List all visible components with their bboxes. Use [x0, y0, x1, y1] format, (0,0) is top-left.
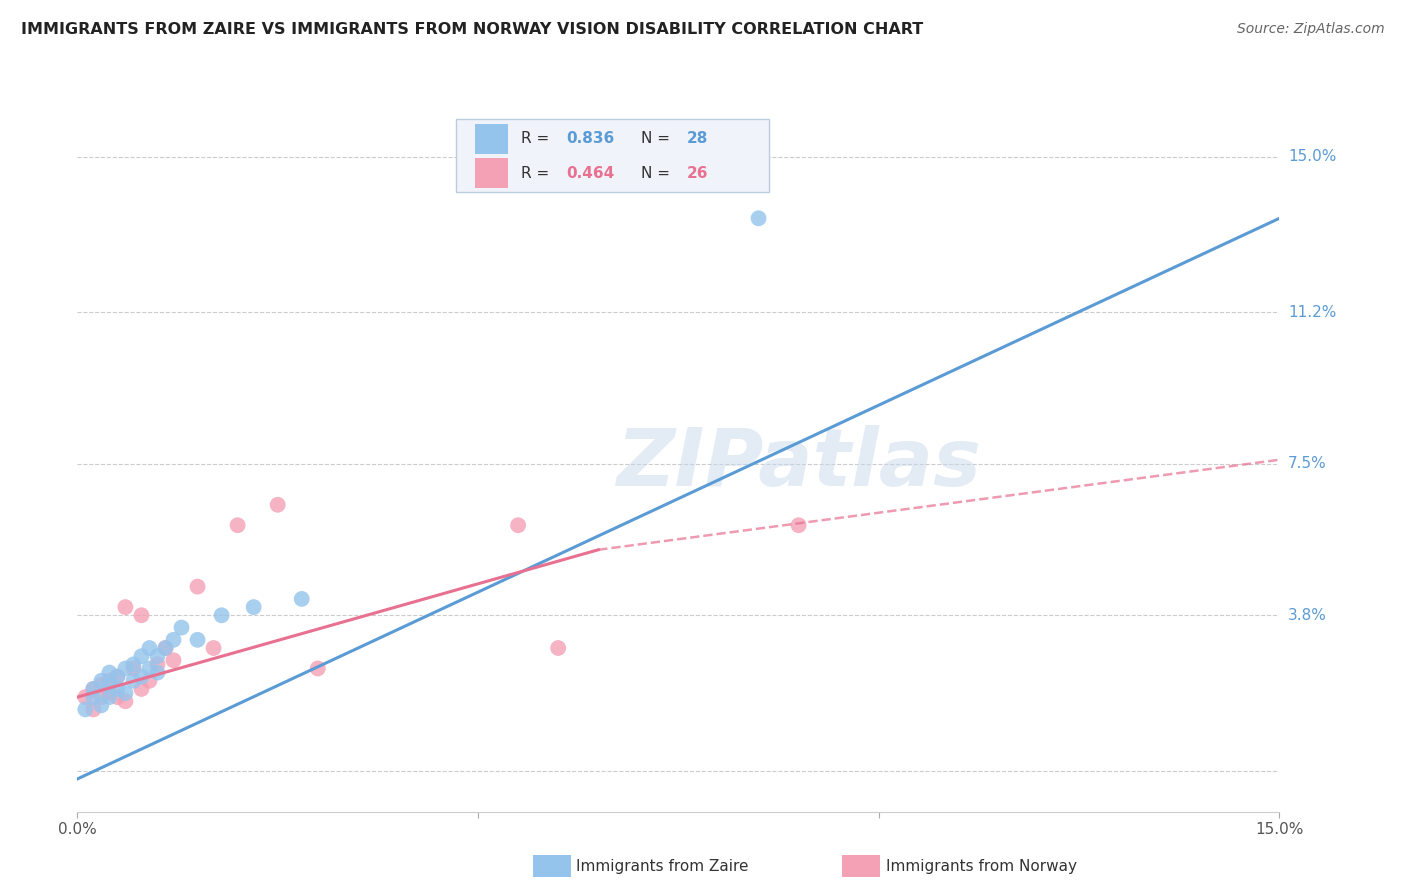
Point	[107, 670, 129, 684]
Point	[82, 690, 104, 705]
Point	[122, 657, 145, 672]
Text: ZIPatlas: ZIPatlas	[616, 425, 981, 503]
Point	[242, 600, 264, 615]
Point	[114, 686, 136, 700]
Point	[146, 665, 169, 680]
Point	[226, 518, 249, 533]
Text: N =: N =	[641, 131, 675, 146]
Point	[98, 665, 121, 680]
Point	[131, 681, 153, 696]
Text: 28: 28	[686, 131, 709, 146]
Text: Source: ZipAtlas.com: Source: ZipAtlas.com	[1237, 22, 1385, 37]
Point	[82, 702, 104, 716]
Point	[138, 640, 160, 655]
Point	[114, 661, 136, 675]
Text: 0.836: 0.836	[567, 131, 614, 146]
Point	[155, 640, 177, 655]
Text: 0.464: 0.464	[567, 166, 614, 180]
Point	[82, 681, 104, 696]
Point	[162, 653, 184, 667]
Point	[98, 690, 121, 705]
Point	[131, 670, 153, 684]
Text: 7.5%: 7.5%	[1288, 457, 1327, 471]
Point	[202, 640, 225, 655]
Point	[122, 661, 145, 675]
Point	[146, 649, 169, 664]
Point	[508, 518, 530, 533]
FancyBboxPatch shape	[456, 120, 769, 193]
Text: 3.8%: 3.8%	[1288, 607, 1327, 623]
Point	[170, 621, 193, 635]
Point	[98, 673, 121, 688]
Point	[211, 608, 233, 623]
Point	[98, 686, 121, 700]
Point	[787, 518, 810, 533]
Point	[748, 211, 770, 226]
Text: IMMIGRANTS FROM ZAIRE VS IMMIGRANTS FROM NORWAY VISION DISABILITY CORRELATION CH: IMMIGRANTS FROM ZAIRE VS IMMIGRANTS FROM…	[21, 22, 924, 37]
Point	[307, 661, 329, 675]
FancyBboxPatch shape	[475, 159, 508, 187]
Point	[90, 690, 112, 705]
Point	[267, 498, 290, 512]
Point	[162, 632, 184, 647]
Point	[186, 580, 209, 594]
Point	[90, 698, 112, 713]
Point	[155, 640, 177, 655]
Point	[547, 640, 569, 655]
Point	[107, 690, 129, 705]
Point	[122, 673, 145, 688]
Text: 26: 26	[686, 166, 709, 180]
Point	[138, 661, 160, 675]
Text: 15.0%: 15.0%	[1288, 149, 1336, 164]
Text: N =: N =	[641, 166, 675, 180]
Point	[138, 673, 160, 688]
Point	[146, 657, 169, 672]
Point	[75, 690, 97, 705]
Point	[107, 681, 129, 696]
Point	[75, 702, 97, 716]
Point	[90, 673, 112, 688]
Point	[186, 632, 209, 647]
Point	[90, 678, 112, 692]
Point	[131, 608, 153, 623]
FancyBboxPatch shape	[475, 124, 508, 153]
Point	[98, 678, 121, 692]
Text: 11.2%: 11.2%	[1288, 305, 1336, 320]
Text: R =: R =	[520, 166, 554, 180]
Point	[131, 649, 153, 664]
Point	[82, 681, 104, 696]
Point	[291, 591, 314, 606]
Text: Immigrants from Zaire: Immigrants from Zaire	[576, 859, 749, 873]
Point	[107, 670, 129, 684]
Point	[114, 600, 136, 615]
Text: Immigrants from Norway: Immigrants from Norway	[886, 859, 1077, 873]
Text: R =: R =	[520, 131, 554, 146]
Point	[114, 694, 136, 708]
